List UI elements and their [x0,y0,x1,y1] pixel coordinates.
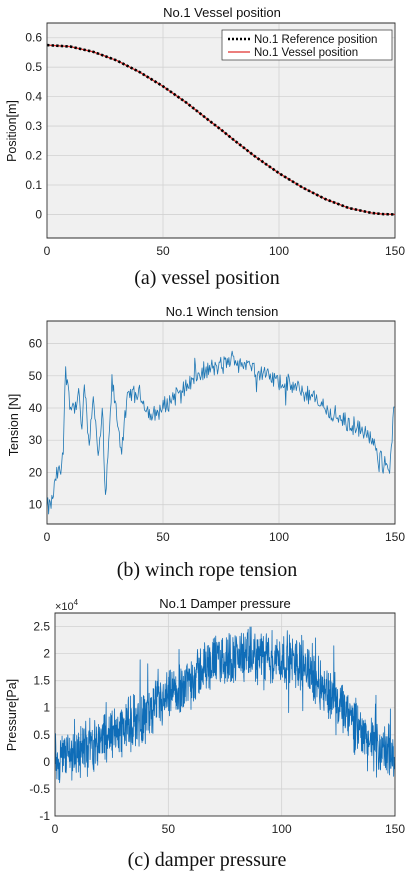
y-tick-label: 0.1 [25,178,42,192]
y-tick-labels: -1 -0.5 0 0.5 1 1.5 2 2.5 [29,620,50,823]
y-tick-label: 60 [29,337,43,351]
y-tick-label: 0.2 [25,149,42,163]
x-tick-labels: 0 50 100 150 [44,530,406,544]
x-tick-label: 100 [269,530,289,544]
series-lines [46,22,396,239]
series-line-data [46,350,395,515]
legend-box [221,29,393,61]
y-tick-label: 30 [29,433,43,447]
y-tick-labels: 0 0.1 0.2 0.3 0.4 0.5 0.6 [25,31,42,222]
vessel-position-chart: No.1 Vessel position 0 0.1 0.2 0.3 0.4 0.5 0.6… [5,5,405,289]
x-tick-label: 150 [385,530,405,544]
x-tick-label: 50 [156,244,170,258]
damper-pressure-chart: ×104 No.1 Damper pressure -1 -0.5 0 0.5 1 1.5… [5,596,405,871]
y-axis-label: Position[m] [5,100,19,162]
figure-caption: (b) winch rope tension [117,559,298,581]
y-tick-label: 0.5 [25,60,42,74]
x-tick-label: 0 [44,244,51,258]
y-tick-label: 50 [29,369,43,383]
y-multiplier: ×104 [55,598,79,613]
y-tick-label: 0.6 [25,31,42,45]
x-tick-label: 150 [385,822,405,836]
figure-caption: (c) damper pressure [128,849,287,871]
y-tick-label: 0 [35,207,42,221]
y-tick-label: 10 [29,498,43,512]
y-tick-label: 20 [29,465,43,479]
x-tick-label: 100 [269,244,289,258]
chart-title: No.1 Vessel position [163,5,281,20]
legend-label-reference: No.1 Reference position [254,34,377,46]
y-axis-label: Pressure[Pa] [5,679,19,751]
y-tick-label: 0.4 [25,90,42,104]
chart-title: No.1 Winch tension [166,304,279,319]
x-tick-label: 0 [52,822,59,836]
y-tick-label: 40 [29,401,43,415]
figure-caption: (a) vessel position [134,267,280,289]
y-tick-label: 0.5 [33,728,50,742]
y-axis-label: Tension [N] [7,394,21,457]
x-tick-label: 50 [162,822,176,836]
x-tick-label: 0 [44,530,51,544]
series-line-data [54,626,396,784]
y-tick-label: 1.5 [33,674,50,688]
y-tick-label: 0 [43,755,50,769]
x-tick-label: 100 [272,822,292,836]
series-lines [46,320,396,525]
y-tick-label: 2.5 [33,620,50,634]
x-tick-labels: 0 50 100 150 [52,822,406,836]
legend: No.1 Reference position No.1 Vessel posi… [221,29,393,61]
plot-frame [46,320,396,525]
x-tick-label: 50 [156,530,170,544]
legend-label-vessel: No.1 Vessel position [254,47,358,59]
y-tick-label: 1 [43,701,50,715]
chart-title: No.1 Damper pressure [159,596,291,611]
plot-frame [54,612,396,817]
series-line-no-1-vessel-position [46,44,396,216]
x-tick-label: 150 [385,244,405,258]
y-tick-label: 0.3 [25,119,42,133]
x-tick-labels: 0 50 100 150 [44,244,406,258]
winch-tension-chart: No.1 Winch tension 10 20 30 40 50 60 0 50 100 15… [7,304,405,581]
y-tick-label: -0.5 [29,782,50,796]
y-tick-labels: 10 20 30 40 50 60 [29,337,43,512]
series-lines [54,612,396,817]
y-tick-label: 2 [43,647,50,661]
plot-frame [46,22,396,239]
y-tick-label: -1 [39,809,50,823]
